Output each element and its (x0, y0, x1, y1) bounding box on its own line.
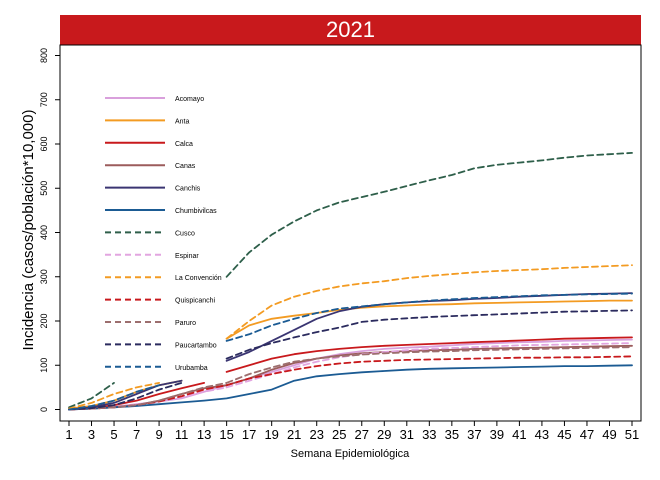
series-line (68, 381, 183, 411)
y-tick-label: 400 (39, 225, 49, 240)
legend-label: Urubamba (175, 365, 208, 372)
x-tick-label: 47 (580, 427, 594, 442)
x-tick-label: 3 (88, 427, 95, 442)
legend-label: Acomayo (175, 96, 204, 103)
series-line (225, 151, 633, 278)
x-tick-label: 13 (197, 427, 211, 442)
x-tick-label: 27 (355, 427, 369, 442)
series-line (68, 384, 161, 411)
y-tick-label: 200 (39, 313, 49, 328)
x-tick-label: 51 (625, 427, 639, 442)
series-line (225, 346, 633, 384)
series-line (225, 355, 633, 387)
legend-label: Canchis (175, 186, 201, 193)
x-axis-label: Semana Epidemiológica (291, 448, 411, 460)
legend-label: Quispicanchi (175, 298, 216, 305)
legend-label: Espinar (175, 253, 199, 260)
x-tick-label: 9 (155, 427, 162, 442)
x-tick-label: 21 (287, 427, 301, 442)
legend-label: Anta (175, 118, 190, 125)
x-tick-label: 49 (602, 427, 616, 442)
y-tick-label: 800 (39, 48, 49, 63)
y-tick-label: 500 (39, 181, 49, 196)
x-tick-label: 43 (535, 427, 549, 442)
x-tick-label: 11 (175, 427, 189, 442)
x-tick-label: 35 (445, 427, 459, 442)
y-tick-label: 100 (39, 358, 49, 373)
legend-label: La Convención (175, 275, 222, 282)
x-tick-label: 5 (110, 427, 117, 442)
x-tick-label: 45 (557, 427, 571, 442)
legend-label: Chumbivilcas (175, 208, 217, 215)
x-tick-label: 33 (422, 427, 436, 442)
y-tick-label: 700 (39, 92, 49, 107)
series-line (68, 364, 633, 411)
chart-title-banner: 2021 (60, 15, 641, 45)
x-tick-label: 25 (332, 427, 346, 442)
series-line (225, 338, 633, 387)
series-line (225, 264, 633, 340)
x-tick-label: 41 (512, 427, 526, 442)
y-tick-label: 300 (39, 269, 49, 284)
x-tick-label: 7 (133, 427, 140, 442)
legend-label: Canas (175, 163, 196, 170)
series-line (225, 336, 633, 373)
series-line (225, 309, 633, 360)
legend-label: Calca (175, 141, 193, 148)
series-line (225, 292, 633, 342)
x-tick-label: 23 (309, 427, 323, 442)
legend-label: Cusco (175, 230, 195, 237)
series-line (68, 381, 115, 409)
y-tick-label: 0 (39, 407, 49, 412)
legend-label: Paruro (175, 320, 196, 327)
series-line (225, 299, 633, 340)
x-tick-label: 17 (242, 427, 256, 442)
series-line (68, 381, 161, 410)
x-tick-label: 19 (264, 427, 278, 442)
chart-title: 2021 (326, 17, 375, 42)
x-tick-label: 15 (219, 427, 233, 442)
x-tick-label: 31 (400, 427, 414, 442)
x-tick-label: 37 (467, 427, 481, 442)
legend-label: Paucartambo (175, 342, 217, 349)
y-axis-label: Incidencia (casos/población*10,000) (20, 110, 37, 351)
x-tick-label: 1 (65, 427, 72, 442)
series-line (225, 344, 633, 387)
series-line (68, 379, 183, 411)
y-tick-label: 600 (39, 136, 49, 151)
series-line (225, 342, 633, 389)
x-tick-label: 29 (377, 427, 391, 442)
x-tick-label: 39 (490, 427, 504, 442)
